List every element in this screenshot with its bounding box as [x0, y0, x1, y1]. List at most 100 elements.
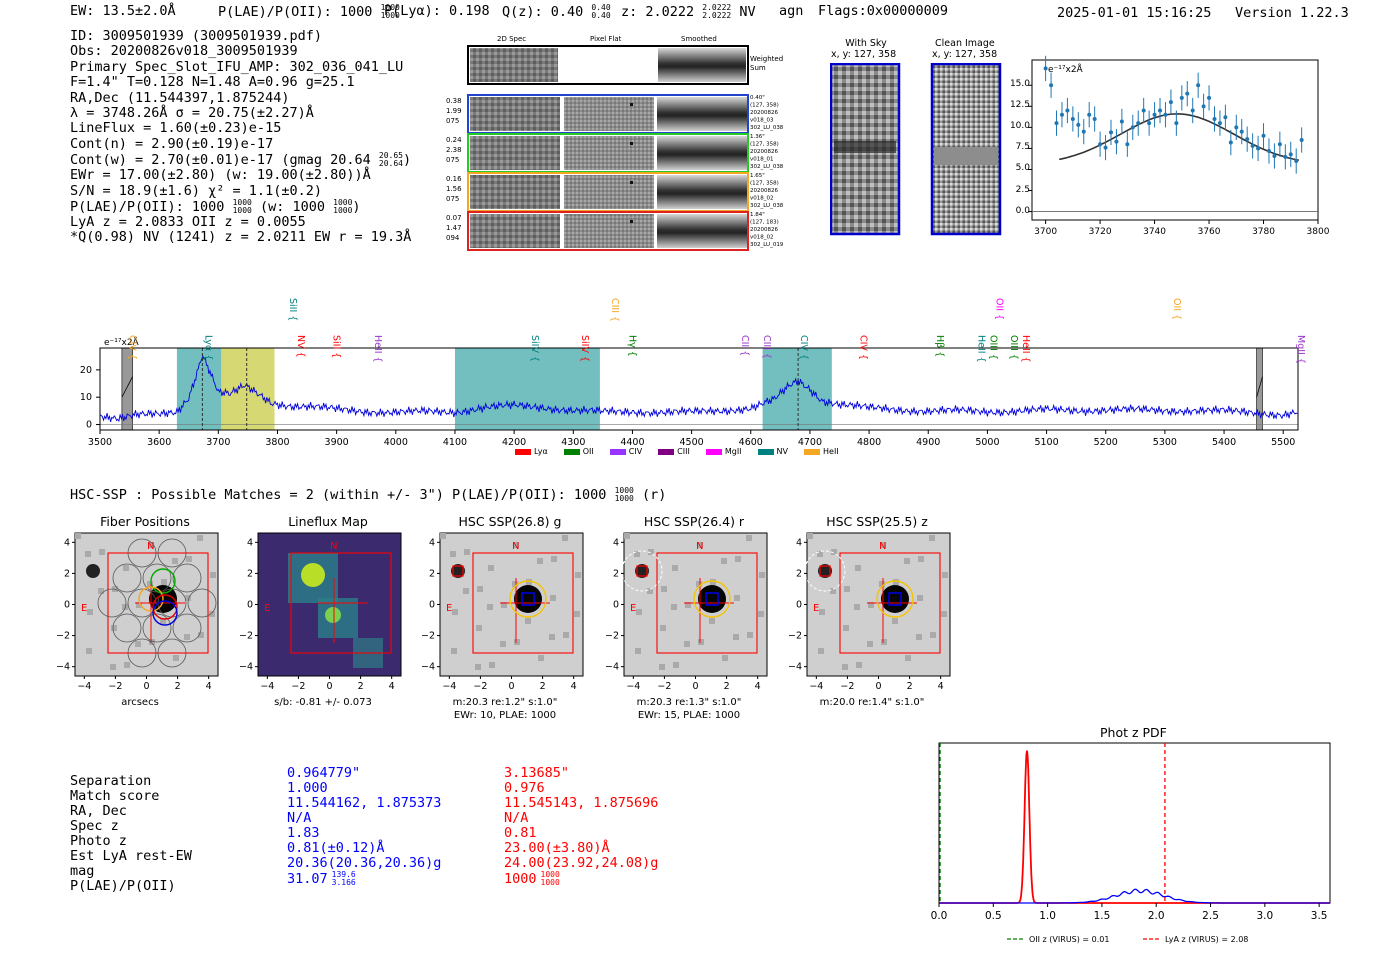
match-ellipse-white [804, 550, 846, 592]
legend-swatch [609, 448, 626, 455]
match-col1-value-2: 1.000 [287, 780, 328, 796]
hsc-ytick-label: 2 [796, 568, 802, 579]
match-col1-value-5: 1.83 [287, 825, 320, 841]
cutout-info-4-4: v018_02 [750, 235, 774, 241]
cutout-2d-3 [470, 175, 560, 209]
noise-pixel [210, 572, 216, 578]
spectrum-xtick-label: 4600 [739, 437, 763, 448]
legend-label: HeII [823, 447, 839, 456]
hsc-xtick-label: −2 [291, 681, 305, 692]
header-plae: P(LAE)/P(OII): 1000 1000 1000 [218, 3, 400, 20]
spectrum-masked-2 [1256, 347, 1263, 431]
hsc-ytick-label: −4 [421, 662, 435, 673]
lineflux-peak-1 [301, 563, 325, 587]
cutout-stat-3-2: 1.56 [446, 185, 462, 193]
match-col2-value-2: 0.976 [504, 780, 545, 796]
fiber-circle [157, 638, 187, 668]
hsc-panel-title-4: HSC SSP(26.4) r [643, 514, 745, 529]
target-source [698, 585, 726, 613]
pdf-xtick-label: 3.5 [1311, 910, 1328, 922]
noise-pixel [110, 664, 116, 670]
weighted-sum-2d [470, 48, 558, 82]
line-label-1: CIV { [127, 335, 138, 360]
header-z: z: 2.0222 2.0222 2.0222 NV [621, 3, 756, 20]
match-box-blue [705, 592, 719, 606]
fit-data-point [1092, 116, 1097, 121]
hsc-xtick-label: 2 [540, 681, 546, 692]
fit-data-point [1223, 115, 1228, 120]
spectrum-hatch-2 [1256, 376, 1263, 398]
cutout-flat-pixel-3 [630, 181, 633, 184]
spectrum-xtick-label: 4900 [916, 437, 940, 448]
match-col2: 3.13685" 0.976 11.545143, 1.875696 N/A 0.81 2… [504, 765, 658, 886]
line-label-14: CIV { [857, 335, 868, 360]
legend-label: CIV [628, 447, 643, 456]
cutout-flat-4 [564, 214, 654, 248]
noise-pixel [843, 625, 849, 631]
noise-pixel [759, 572, 765, 578]
noise-pixel [697, 542, 703, 548]
hsc-panel-3: N E −4 −4 −2 −2 0 0 2 2 4 4 [421, 532, 584, 692]
info-radec: RA,Dec (11.544397,1.875244) [70, 89, 290, 106]
noise-pixel [160, 618, 166, 624]
fit-xtick-label: 3760 [1198, 227, 1221, 235]
header-qz: Q(z): 0.40 0.40 0.40 [502, 3, 611, 20]
match-ellipse-yellow [693, 580, 731, 618]
aperture-box [839, 552, 941, 654]
hsc-xtick-label: −2 [657, 681, 671, 692]
noise-pixel [184, 634, 190, 640]
noise-pixel [918, 556, 924, 562]
legend-swatch [658, 448, 675, 455]
noise-pixel [842, 664, 848, 670]
hsc-xtick-label: 0 [508, 681, 514, 692]
fit-data-point [1059, 112, 1064, 117]
spectrum-axes-frame [99, 347, 1299, 431]
noise-pixel [867, 641, 873, 647]
cutout-smooth-4 [657, 214, 747, 248]
noise-pixel [563, 632, 569, 638]
fit-axes-frame [1031, 59, 1319, 221]
noise-pixel [172, 558, 178, 564]
hsc-ytick-label: −4 [239, 662, 253, 673]
hsc-xtick-label: 0 [326, 681, 332, 692]
line-label-16: HeII { [976, 335, 987, 363]
fiber-circle [142, 613, 172, 643]
pdf-axes-frame [938, 742, 1331, 904]
hsc-caption-3: m:20.3 re:1.2" s:1.0" [452, 697, 558, 708]
fit-data-point [1054, 121, 1059, 126]
neighbor-source [86, 564, 100, 578]
spectrum-xtick-label: 3800 [265, 437, 289, 448]
hsc-ytick-label: 0 [429, 600, 435, 611]
fit-data-point [1266, 148, 1271, 153]
cutout-info-2-3: 20200826 [750, 149, 778, 155]
noise-pixel [173, 655, 179, 661]
info-block: ID: 3009501939 (3009501939.pdf) Obs: 202… [70, 28, 411, 246]
fit-data-point [1065, 108, 1070, 113]
cutout-flat-2 [564, 136, 654, 170]
legend-item-2: OII [563, 447, 594, 456]
pdf-xtick-label: 1.5 [1094, 910, 1111, 922]
with-sky-coords: x, y: 127, 358 [831, 49, 897, 60]
line-label-13: CIV { [798, 335, 809, 360]
cutout-smooth-1 [657, 97, 747, 131]
noise-pixel [562, 535, 568, 541]
cutout-frame-4 [467, 211, 749, 251]
hsc-xtick-label: −4 [626, 681, 640, 692]
spectrum-xtick-label: 5400 [1212, 437, 1236, 448]
fit-data-point [1294, 159, 1299, 164]
noise-pixel [879, 581, 885, 587]
fit-data-point [1119, 119, 1124, 124]
noise-pixel [149, 639, 155, 645]
hsc-xtick-label: −4 [809, 681, 823, 692]
match-label-6: Est LyA rest-EW [70, 848, 192, 864]
noise-pixel [574, 611, 580, 617]
hsc-ytick-label: −4 [788, 662, 802, 673]
noise-pixel [659, 664, 665, 670]
noise-pixel [709, 618, 715, 624]
noise-pixel [122, 604, 128, 610]
line-label-21: OII { [1171, 298, 1182, 320]
noise-pixel [209, 611, 215, 617]
header-agn: agn [779, 3, 804, 19]
fit-data-point [1163, 112, 1168, 117]
